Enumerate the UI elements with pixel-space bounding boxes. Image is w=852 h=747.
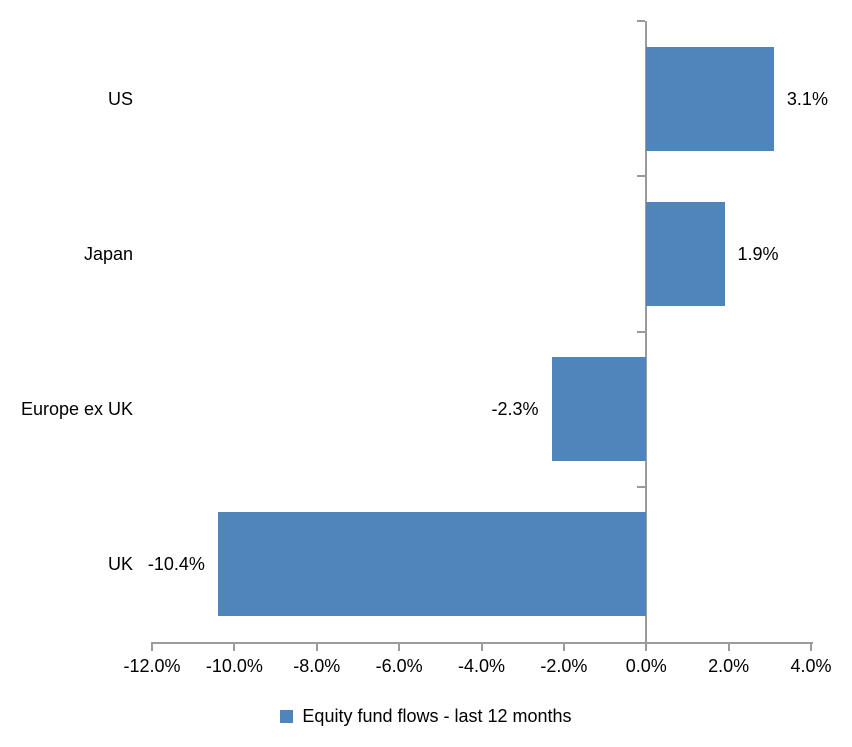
- y-zero-axis-line: [645, 21, 648, 651]
- category-boundary-tick: [637, 330, 646, 333]
- x-tick-label: 0.0%: [625, 656, 667, 676]
- bar-value-label: -10.4%: [147, 554, 205, 575]
- x-tick-label: 4.0%: [790, 656, 832, 676]
- category-boundary-tick: [637, 20, 646, 22]
- x-axis-line: [152, 642, 813, 644]
- x-tick-label: 2.0%: [708, 656, 750, 676]
- x-axis-tick: [151, 642, 153, 651]
- legend: Equity fund flows - last 12 months: [0, 706, 852, 727]
- x-axis-tick: [562, 642, 565, 651]
- x-axis-tick: [480, 642, 483, 651]
- x-axis-tick: [645, 642, 648, 651]
- bar-value-label: 1.9%: [737, 243, 779, 264]
- category-label: Japan: [83, 243, 133, 264]
- bar-value-label: 3.1%: [786, 88, 828, 109]
- category-label: UK: [107, 554, 133, 575]
- bar: [646, 46, 774, 151]
- x-tick-label: -2.0%: [540, 656, 588, 676]
- category-label: Europe ex UK: [20, 399, 133, 420]
- bar: [551, 357, 647, 462]
- category-boundary-tick: [637, 175, 646, 178]
- bar-value-label: -2.3%: [491, 399, 539, 420]
- x-tick-label: -8.0%: [293, 656, 341, 676]
- legend-marker-icon: [280, 710, 294, 723]
- legend-label: Equity fund flows - last 12 months: [302, 706, 572, 726]
- x-axis-tick: [727, 642, 730, 651]
- x-axis-tick: [233, 642, 236, 651]
- category-label: US: [107, 88, 133, 109]
- x-tick-label: -12.0%: [123, 656, 181, 676]
- x-tick-label: -4.0%: [457, 656, 506, 676]
- x-axis-tick: [810, 642, 812, 651]
- x-tick-label: -10.0%: [205, 656, 263, 676]
- bar: [646, 201, 725, 306]
- x-axis-tick: [315, 642, 318, 651]
- x-tick-label: -6.0%: [375, 656, 423, 676]
- x-axis-tick: [398, 642, 401, 651]
- category-boundary-tick: [637, 485, 646, 488]
- bar: [217, 512, 647, 617]
